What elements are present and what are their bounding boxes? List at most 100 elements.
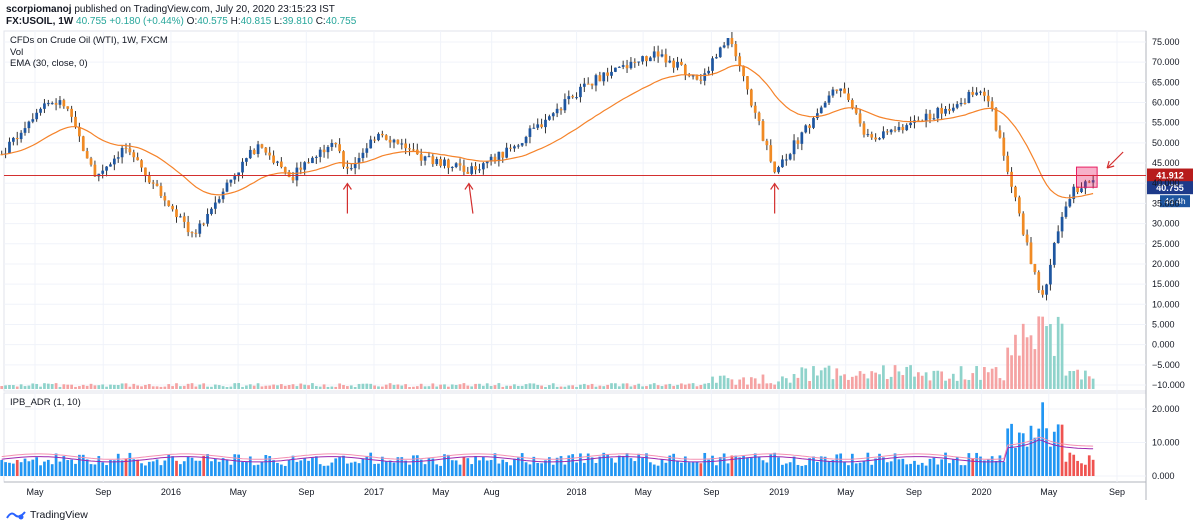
volume-bar [314, 386, 318, 389]
ipb-bar [287, 460, 291, 476]
time-axis-label: 2018 [567, 487, 587, 497]
ipb-bar [415, 455, 419, 476]
price-axis-label: 25.000 [1152, 239, 1180, 249]
time-axis-label: Aug [484, 487, 500, 497]
ipb-bar [520, 453, 524, 476]
candle-body [571, 96, 575, 98]
candle-body [858, 113, 862, 124]
author[interactable]: scorpiomanoj [6, 4, 72, 15]
candle-body [314, 156, 318, 158]
ipb-bar [948, 463, 951, 476]
candle-body [614, 67, 617, 72]
volume-bar [932, 370, 936, 389]
ipb-bar [955, 457, 959, 476]
ipb-bar [703, 452, 707, 476]
ipb-bar [396, 457, 400, 476]
ipb-bar [466, 458, 470, 476]
ipb-bar [563, 464, 567, 476]
ipb-bar [66, 460, 70, 476]
volume-bar [1080, 379, 1083, 389]
candle-body [501, 151, 505, 158]
ipb-bar [804, 465, 808, 476]
ipb-bar [971, 458, 975, 476]
candle-body [74, 116, 77, 128]
candle-body [155, 183, 159, 186]
tradingview-footer[interactable]: TradingView [6, 509, 88, 521]
ipb-bar [664, 462, 668, 476]
ipb-bar [551, 464, 555, 476]
ipb-bar [571, 454, 575, 476]
ipb-bar [408, 464, 411, 476]
ipb-bar [361, 458, 365, 476]
price-axis-label: 30.000 [1152, 219, 1180, 229]
time-axis-label: 2017 [364, 487, 384, 497]
candle-body [796, 140, 800, 144]
ipb-bar [167, 454, 171, 476]
ipb-bar [70, 459, 73, 476]
ipb-bar [878, 453, 881, 476]
candle-body [773, 161, 777, 173]
ipb-bar [711, 455, 714, 476]
candle-body [419, 154, 423, 161]
candle-body [831, 89, 835, 96]
candle-body [971, 91, 975, 95]
vol-legend[interactable]: Vol [10, 47, 24, 58]
volume-bar [1052, 355, 1056, 389]
volume-bar [792, 374, 796, 389]
ipb-bar [404, 460, 408, 476]
candle-body [544, 119, 547, 128]
candle-body [276, 161, 279, 163]
ipb-bar [136, 459, 140, 476]
ipb-bar [229, 464, 233, 476]
volume-bar [458, 384, 462, 389]
ipb-bar [691, 462, 695, 476]
candle-body [423, 156, 427, 161]
candle-body [540, 124, 543, 128]
volume-bar [229, 386, 233, 389]
candle-body [742, 65, 745, 77]
volume-bar [909, 365, 912, 389]
candle-body [784, 159, 788, 161]
volume-bar [450, 384, 454, 389]
ipb-legend[interactable]: IPB_ADR (1, 10) [10, 397, 81, 408]
volume-bar [202, 383, 206, 389]
ipb-bar [509, 465, 512, 476]
time-axis-label: May [26, 487, 44, 497]
ipb-bar [388, 460, 392, 476]
ipb-bar [206, 454, 209, 476]
volume-bar [796, 377, 800, 389]
candle-body [23, 128, 27, 133]
volume-bar [70, 384, 73, 389]
ipb-bar [1021, 433, 1025, 476]
volume-bar [349, 385, 353, 389]
volume-bar [850, 376, 854, 389]
ipb-bar [109, 460, 112, 476]
ipb-bar [831, 460, 835, 476]
series-title[interactable]: CFDs on Crude Oil (WTI), 1W, FXCM [10, 35, 168, 46]
volume-bar [761, 374, 765, 389]
candle-body [944, 108, 947, 114]
ipb-bar [116, 453, 120, 476]
candle-body [392, 139, 396, 143]
volume-bar [676, 384, 679, 389]
ipb-bar [1087, 455, 1091, 476]
ipb-bar [58, 461, 62, 476]
candle-body [454, 163, 458, 167]
candle-body [889, 129, 893, 133]
volume-bar [916, 372, 920, 389]
volume-bar [272, 384, 275, 389]
candle-body [951, 107, 955, 111]
volume-bar [318, 386, 322, 389]
candle-body [124, 147, 128, 149]
ipb-bar [481, 456, 485, 476]
volume-bar [4, 385, 7, 389]
volume-bar [734, 384, 738, 389]
candle-body [101, 170, 105, 174]
candle-body [816, 113, 819, 119]
ema-legend[interactable]: EMA (30, close, 0) [10, 58, 88, 69]
volume-bar [1017, 355, 1021, 389]
candle-body [602, 72, 606, 82]
candle-body [175, 209, 178, 218]
candle-body [998, 130, 1002, 138]
